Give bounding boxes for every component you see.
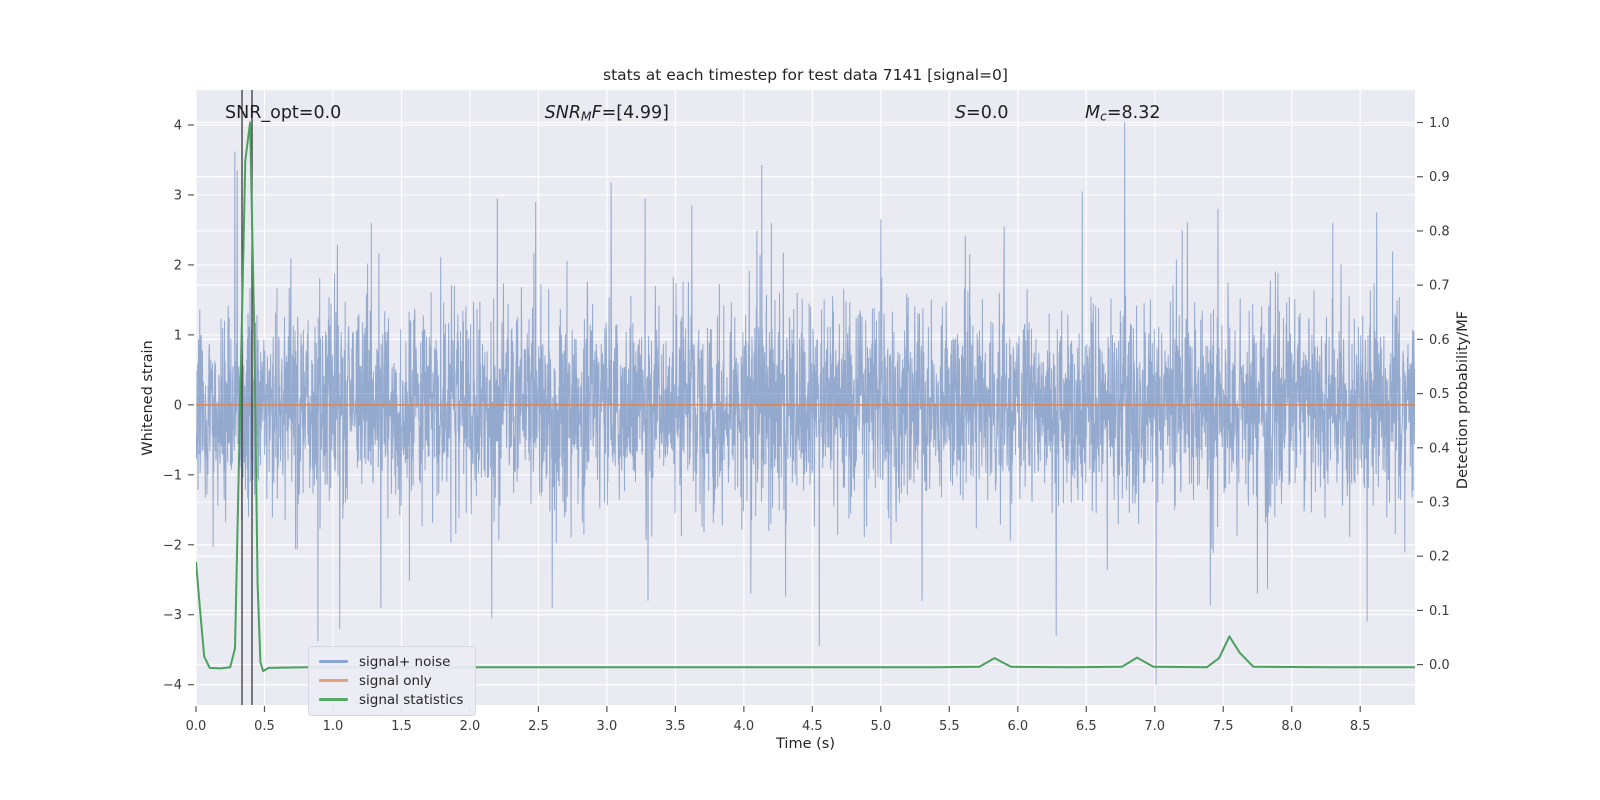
- legend-item-signal-statistics: signal statistics: [319, 690, 463, 709]
- legend-item-signal-only: signal only: [319, 671, 463, 690]
- legend-line-swatch-green: [319, 698, 348, 701]
- annotation-text: =[4.99]: [601, 103, 669, 123]
- legend-line-swatch-blue: [319, 660, 348, 663]
- annotation-s-stat: S=0.0: [955, 103, 1009, 123]
- svg-text:0.8: 0.8: [1429, 224, 1450, 239]
- annotation-m-chirp: Mc=8.32: [1085, 103, 1161, 124]
- svg-text:3.5: 3.5: [665, 719, 686, 734]
- svg-text:−3: −3: [163, 608, 182, 623]
- annotation-text: SNR_opt=0.0: [225, 103, 342, 123]
- svg-text:0.5: 0.5: [1429, 387, 1450, 402]
- annotation-text: F: [591, 103, 602, 123]
- axis-ticks: 0.0 0.5 1.0 1.5 2.0 2.5 3.0 3.5 4.0 4.5 5.0 5.5 6.0 6…: [163, 116, 1450, 734]
- svg-text:0.9: 0.9: [1429, 170, 1450, 185]
- svg-text:0.2: 0.2: [1429, 550, 1450, 565]
- svg-text:2.5: 2.5: [528, 719, 549, 734]
- gridlines: [195, 90, 1415, 705]
- svg-text:7.0: 7.0: [1144, 719, 1165, 734]
- svg-text:8.5: 8.5: [1350, 719, 1371, 734]
- annotation-text: =0.0: [966, 103, 1009, 123]
- annotation-text: SNR: [544, 103, 581, 123]
- svg-text:0.1: 0.1: [1429, 604, 1450, 619]
- legend-list: signal+ noise signal only signal statist…: [319, 652, 463, 709]
- svg-text:0.4: 0.4: [1429, 441, 1450, 456]
- svg-text:6.5: 6.5: [1076, 719, 1097, 734]
- legend-line-swatch-orange: [319, 679, 348, 682]
- svg-text:4.5: 4.5: [802, 719, 823, 734]
- annotation-snr-mf: SNRMF=[4.99]: [545, 103, 669, 124]
- svg-text:0.7: 0.7: [1429, 279, 1450, 294]
- svg-text:−2: −2: [163, 538, 182, 553]
- annotation-text: =8.32: [1106, 103, 1161, 123]
- legend: signal+ noise signal only signal statist…: [308, 646, 477, 716]
- legend-item-signal-noise: signal+ noise: [319, 652, 463, 671]
- legend-label: signal only: [359, 672, 432, 689]
- annotation-text: S: [954, 103, 967, 123]
- svg-text:2.0: 2.0: [460, 719, 481, 734]
- svg-text:5.5: 5.5: [939, 719, 960, 734]
- x-axis-label: Time (s): [776, 736, 835, 752]
- svg-text:2: 2: [174, 258, 182, 273]
- left-y-tick-labels: −4 −3 −2 −1 0 1 2 3 4: [163, 118, 194, 693]
- svg-text:1: 1: [174, 328, 182, 343]
- svg-text:3.0: 3.0: [597, 719, 618, 734]
- svg-text:0.5: 0.5: [254, 719, 275, 734]
- svg-text:4: 4: [174, 118, 182, 133]
- x-tick-labels: 0.0 0.5 1.0 1.5 2.0 2.5 3.0 3.5 4.0 4.5 5.0 5.5 6.0 6…: [186, 706, 1371, 734]
- y-axis-label-right: Detection probability/MF: [1455, 310, 1471, 490]
- svg-text:−4: −4: [163, 678, 182, 693]
- chart-title: stats at each timestep for test data 714…: [603, 66, 1008, 84]
- legend-label: signal statistics: [359, 691, 464, 708]
- right-y-tick-labels: 0.0 0.1 0.2 0.3 0.4 0.5 0.6 0.7 0.8 0.9 1.0: [1417, 116, 1450, 673]
- series-signal-plus-noise: [196, 121, 1415, 685]
- svg-text:1.0: 1.0: [1429, 116, 1450, 131]
- svg-text:0.0: 0.0: [186, 719, 207, 734]
- svg-text:0: 0: [174, 398, 182, 413]
- svg-text:1.5: 1.5: [391, 719, 412, 734]
- svg-text:6.0: 6.0: [1007, 719, 1028, 734]
- svg-text:0.3: 0.3: [1429, 495, 1450, 510]
- svg-text:5.0: 5.0: [870, 719, 891, 734]
- annotation-snr-opt: SNR_opt=0.0: [225, 103, 341, 123]
- svg-text:0.6: 0.6: [1429, 333, 1450, 348]
- y-axis-label-left: Whitened strain: [140, 340, 156, 456]
- svg-text:0.0: 0.0: [1429, 658, 1450, 673]
- svg-text:3: 3: [174, 188, 182, 203]
- legend-label: signal+ noise: [359, 653, 451, 670]
- annotation-text: c: [1100, 109, 1107, 124]
- annotation-text: M: [1085, 103, 1101, 123]
- svg-text:−1: −1: [163, 468, 182, 483]
- annotation-text: M: [580, 109, 592, 124]
- svg-text:8.0: 8.0: [1281, 719, 1302, 734]
- svg-text:4.0: 4.0: [734, 719, 755, 734]
- svg-text:1.0: 1.0: [323, 719, 344, 734]
- series-signal-statistics: [196, 121, 1415, 673]
- svg-text:7.5: 7.5: [1213, 719, 1234, 734]
